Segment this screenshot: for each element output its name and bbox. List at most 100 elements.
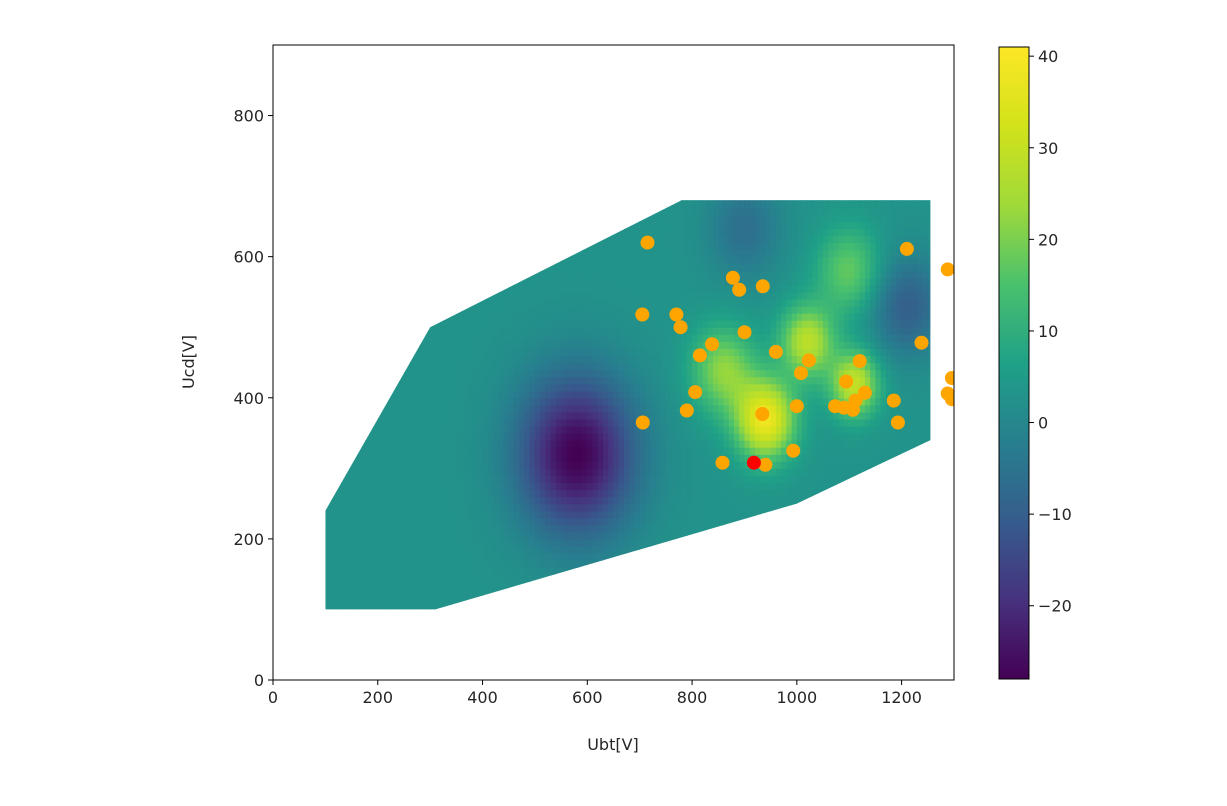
field-cell: [534, 341, 541, 349]
field-cell: [697, 560, 704, 568]
field-cell: [362, 397, 368, 406]
field-cell: [325, 553, 332, 561]
field-cell: [702, 454, 709, 462]
field-cell: [754, 207, 761, 215]
field-cell: [519, 263, 526, 272]
field-cell: [623, 538, 630, 547]
field-cell: [362, 299, 368, 307]
field-cell: [414, 362, 421, 371]
field-cell: [765, 390, 772, 399]
field-cell: [440, 327, 447, 335]
field-cell: [623, 560, 630, 568]
field-cell: [760, 242, 767, 251]
field-cell: [733, 447, 740, 455]
field-cell: [466, 270, 473, 279]
field-cell: [582, 560, 588, 568]
field-cell: [639, 545, 646, 554]
field-cell: [414, 581, 421, 589]
field-cell: [587, 277, 594, 286]
field-cell: [634, 595, 641, 603]
field-cell: [597, 503, 604, 512]
field-cell: [681, 200, 688, 208]
field-cell: [733, 553, 740, 561]
field-cell: [650, 390, 657, 399]
field-cell: [372, 221, 379, 230]
field-cell: [461, 376, 468, 385]
field-cell: [571, 411, 578, 420]
field-cell: [623, 524, 630, 533]
field-cell: [325, 284, 332, 293]
field-cell: [466, 475, 473, 484]
field-cell: [629, 531, 636, 540]
field-cell: [566, 214, 573, 222]
field-cell: [566, 334, 573, 342]
field-cell: [377, 214, 384, 222]
field-cell: [325, 228, 332, 237]
field-cell: [749, 404, 756, 413]
field-cell: [351, 369, 358, 378]
field-cell: [519, 277, 526, 286]
field-cell: [325, 256, 332, 265]
field-cell: [513, 404, 520, 413]
field-cell: [650, 256, 657, 265]
field-cell: [403, 291, 410, 300]
field-cell: [472, 235, 478, 244]
field-cell: [608, 482, 615, 491]
field-cell: [660, 545, 667, 554]
field-cell: [472, 461, 478, 469]
field-cell: [362, 334, 368, 342]
field-cell: [744, 482, 751, 491]
field-cell: [718, 341, 725, 349]
field-cell: [618, 581, 625, 589]
field-cell: [372, 574, 379, 582]
field-cell: [330, 313, 337, 321]
field-cell: [608, 327, 615, 335]
field-cell: [561, 214, 567, 222]
field-cell: [723, 447, 730, 455]
field-cell: [330, 320, 337, 328]
field-cell: [383, 461, 389, 469]
field-cell: [445, 277, 452, 286]
field-cell: [409, 574, 416, 582]
field-cell: [367, 369, 374, 378]
field-cell: [398, 517, 405, 526]
field-cell: [519, 355, 526, 364]
field-cell: [665, 214, 672, 222]
field-cell: [346, 574, 353, 582]
field-cell: [665, 461, 672, 469]
field-cell: [372, 517, 379, 526]
field-cell: [702, 433, 709, 441]
field-cell: [639, 369, 646, 378]
field-cell: [393, 496, 400, 505]
field-cell: [493, 553, 499, 561]
field-cell: [744, 574, 751, 582]
field-cell: [456, 376, 463, 385]
field-cell: [597, 284, 604, 293]
field-cell: [403, 581, 410, 589]
field-cell: [650, 341, 657, 349]
field-cell: [445, 574, 452, 582]
field-cell: [634, 567, 641, 575]
field-cell: [660, 418, 667, 427]
field-cell: [681, 228, 688, 237]
field-cell: [644, 538, 651, 547]
field-cell: [341, 468, 347, 476]
field-cell: [362, 524, 368, 533]
field-cell: [597, 228, 604, 237]
field-cell: [482, 397, 489, 406]
field-cell: [403, 313, 410, 321]
field-cell: [341, 270, 347, 279]
field-cell: [466, 531, 473, 540]
field-cell: [671, 553, 677, 561]
field-cell: [351, 277, 358, 286]
field-cell: [403, 560, 410, 568]
field-cell: [582, 362, 588, 371]
field-cell: [398, 567, 405, 575]
field-cell: [424, 369, 431, 378]
field-cell: [733, 588, 740, 596]
field-cell: [639, 327, 646, 335]
field-cell: [634, 235, 641, 244]
field-cell: [608, 517, 615, 526]
field-cell: [351, 299, 358, 307]
field-cell: [613, 327, 620, 335]
